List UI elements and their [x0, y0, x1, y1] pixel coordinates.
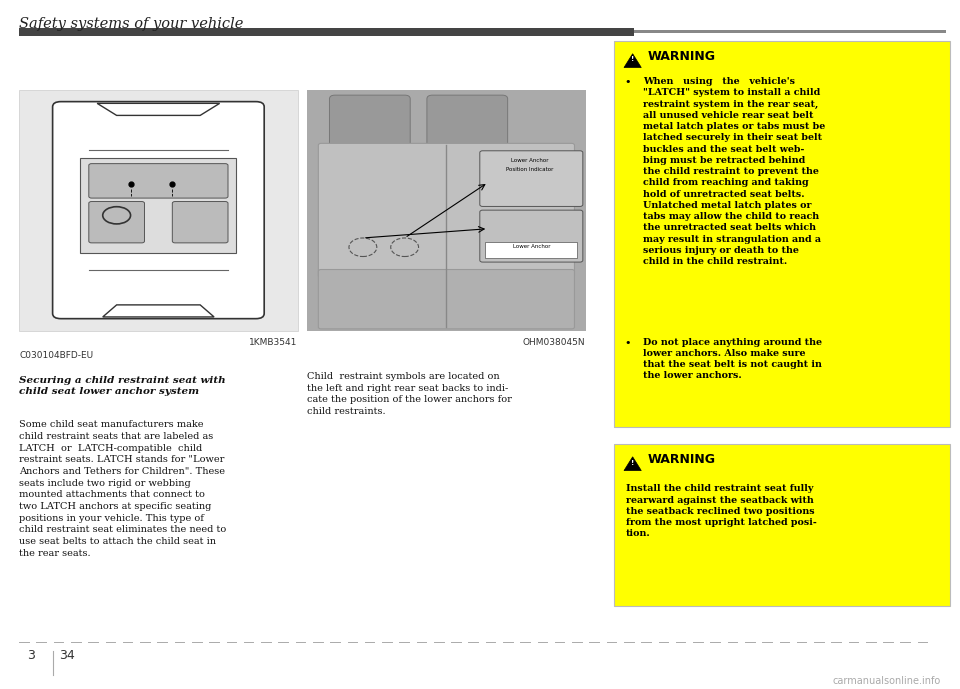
Text: •: •: [624, 77, 631, 88]
Text: 34: 34: [60, 649, 75, 662]
Text: Some child seat manufacturers make
child restraint seats that are labeled as
LAT: Some child seat manufacturers make child…: [19, 420, 227, 557]
Text: Install the child restraint seat fully
rearward against the seatback with
the se: Install the child restraint seat fully r…: [626, 484, 817, 538]
Text: Do not place anything around the
lower anchors. Also make sure
that the seat bel: Do not place anything around the lower a…: [643, 338, 822, 380]
Text: WARNING: WARNING: [648, 453, 716, 466]
Text: 1KMB3541: 1KMB3541: [250, 338, 298, 347]
Text: Safety systems of your vehicle: Safety systems of your vehicle: [19, 17, 244, 31]
Text: !: !: [631, 56, 635, 63]
FancyBboxPatch shape: [614, 41, 950, 427]
Polygon shape: [624, 54, 641, 68]
Text: Securing a child restraint seat with
child seat lower anchor system: Securing a child restraint seat with chi…: [19, 376, 226, 395]
Text: C030104BFD-EU: C030104BFD-EU: [19, 351, 93, 360]
Polygon shape: [624, 457, 641, 471]
FancyBboxPatch shape: [19, 28, 634, 36]
FancyBboxPatch shape: [614, 444, 950, 606]
Text: Child  restraint symbols are located on
the left and right rear seat backs to in: Child restraint symbols are located on t…: [307, 372, 512, 416]
Text: carmanualsonline.info: carmanualsonline.info: [832, 675, 941, 686]
FancyBboxPatch shape: [19, 90, 298, 331]
FancyBboxPatch shape: [634, 30, 946, 33]
Text: When   using   the   vehicle's
"LATCH" system to install a child
restraint syste: When using the vehicle's "LATCH" system …: [643, 77, 826, 266]
Text: !: !: [631, 460, 635, 466]
Text: WARNING: WARNING: [648, 50, 716, 63]
Text: OHM038045N: OHM038045N: [523, 338, 586, 347]
Text: •: •: [624, 338, 631, 348]
Text: 3: 3: [27, 649, 35, 662]
